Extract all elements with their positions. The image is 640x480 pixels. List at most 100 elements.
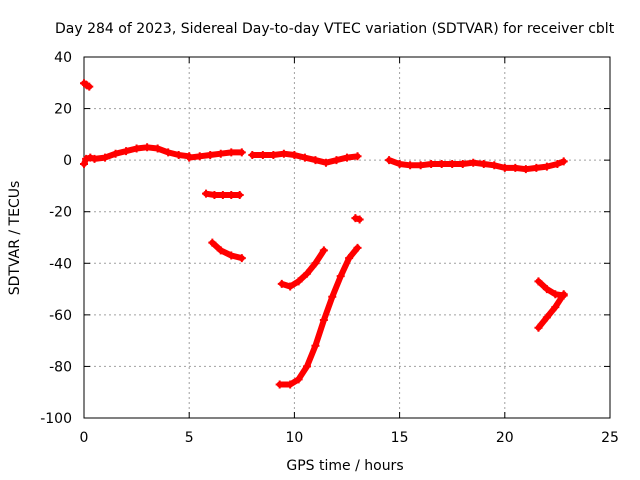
data-point — [559, 157, 568, 166]
data-point — [311, 156, 320, 165]
data-trace — [535, 291, 567, 331]
data-trace — [278, 247, 327, 290]
data-point — [227, 251, 236, 260]
data-series-0 — [80, 79, 94, 91]
data-point — [458, 160, 467, 169]
chart-title: Day 284 of 2023, Sidereal Day-to-day VTE… — [55, 21, 615, 37]
data-point — [294, 277, 303, 286]
data-point — [406, 161, 415, 170]
data-point — [542, 162, 551, 171]
data-point — [559, 290, 568, 299]
y-tick-label: -80 — [49, 359, 72, 375]
data-point — [532, 163, 541, 172]
data-point — [521, 165, 530, 174]
y-tick-label: -20 — [49, 205, 72, 221]
data-point — [208, 238, 217, 247]
data-point — [153, 144, 162, 153]
data-point — [553, 160, 562, 169]
data-point — [277, 279, 286, 288]
data-trace — [209, 239, 245, 262]
data-point — [345, 254, 354, 263]
data-series-9 — [275, 243, 362, 389]
grid — [84, 57, 610, 418]
data-point — [218, 190, 227, 199]
data-point — [416, 161, 425, 170]
data-point — [286, 380, 295, 389]
x-tick-label: 15 — [391, 430, 409, 446]
data-point — [279, 149, 288, 158]
data-point — [534, 323, 543, 332]
y-tick-label: 20 — [54, 102, 72, 118]
data-trace — [535, 278, 567, 299]
data-point — [85, 82, 94, 91]
data-point — [534, 277, 543, 286]
data-point — [343, 153, 351, 162]
y-tick-label: 40 — [54, 50, 72, 66]
x-tick-label: 10 — [285, 430, 303, 446]
data-point — [90, 154, 99, 163]
data-point — [303, 362, 312, 371]
data-point — [210, 190, 219, 199]
data-point — [437, 160, 446, 169]
data-point — [300, 153, 309, 162]
data-point — [321, 158, 330, 167]
data-series-4 — [385, 156, 568, 174]
data-point — [500, 163, 509, 172]
data-point — [235, 190, 244, 199]
y-axis-label: SDTVAR / TECUs — [7, 181, 23, 296]
data-point — [511, 163, 520, 172]
data-series-8 — [277, 246, 328, 291]
data-series-5 — [202, 189, 244, 199]
data-point — [237, 254, 246, 263]
data-point — [82, 154, 91, 163]
data-point — [101, 153, 110, 162]
data-point — [269, 150, 278, 159]
data-point — [294, 375, 303, 384]
data-point — [143, 143, 152, 152]
data-point — [551, 303, 560, 312]
data-point — [332, 156, 341, 165]
data-point — [286, 282, 295, 291]
data-point — [542, 313, 551, 322]
data-points — [80, 79, 568, 389]
data-point — [490, 161, 499, 170]
y-tick-label: 0 — [63, 153, 72, 169]
data-point — [319, 246, 328, 255]
data-point — [469, 158, 478, 167]
y-tick-label: -60 — [49, 308, 72, 324]
data-point — [311, 259, 320, 268]
data-point — [227, 148, 236, 157]
data-point — [216, 246, 225, 255]
data-point — [275, 380, 284, 389]
data-point — [216, 149, 225, 158]
data-point — [479, 160, 488, 169]
data-point — [290, 150, 299, 159]
data-point — [353, 243, 362, 252]
data-series-11 — [534, 290, 568, 332]
data-point — [355, 215, 364, 224]
data-point — [80, 160, 88, 169]
data-series-1 — [80, 143, 194, 169]
plot-frame — [83, 56, 611, 419]
data-point — [111, 149, 120, 158]
data-point — [336, 272, 345, 281]
x-tick-label: 5 — [185, 430, 194, 446]
data-point — [542, 285, 551, 294]
data-point — [385, 156, 394, 165]
x-tick-label: 0 — [80, 430, 89, 446]
y-tick-label: -100 — [40, 411, 72, 427]
data-point — [258, 150, 267, 159]
data-series-3 — [248, 149, 362, 167]
data-point — [248, 150, 257, 159]
data-series-6 — [208, 238, 246, 263]
y-tick-label: -40 — [49, 256, 72, 272]
data-point — [328, 292, 337, 301]
data-point — [86, 153, 95, 162]
data-point — [311, 341, 320, 350]
data-series-2 — [185, 148, 246, 162]
x-axis-label: GPS time / hours — [286, 458, 403, 474]
data-point — [353, 152, 362, 161]
axis-ticks: 0 5 10 15 20 25 -100 -80 -60 -40 -20 0 20 40 — [40, 50, 619, 446]
data-point — [303, 269, 312, 278]
data-series-7 — [351, 214, 364, 224]
